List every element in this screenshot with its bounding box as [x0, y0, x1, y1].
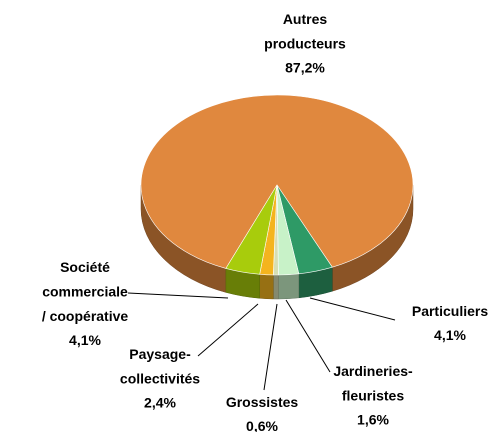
slice-side [278, 273, 300, 300]
leader-line [263, 303, 278, 391]
category-label: Paysage-collectivités [120, 346, 200, 387]
value-label: 2,4% [144, 395, 176, 411]
leader-line [127, 292, 229, 299]
data-label: Autres producteurs 87,2% [264, 11, 346, 76]
data-label: Jardineries-fleuristes 1,6% [333, 363, 413, 428]
slice [140, 94, 414, 269]
category-label: Grossistes [226, 394, 299, 410]
data-label: Particuliers 4,1% [412, 303, 488, 344]
value-label: 4,1% [69, 332, 101, 348]
data-label: Société commerciale / coopérative 4,1% [42, 259, 129, 349]
data-label: Paysage-collectivités 2,4% [120, 346, 200, 411]
slice [225, 184, 278, 275]
value-label: 0,6% [246, 418, 278, 432]
value-label: 4,1% [434, 327, 466, 343]
leader-line [197, 303, 259, 357]
data-label: Grossistes 0,6% [226, 394, 299, 432]
slice-side [273, 274, 279, 300]
pie-sides [140, 184, 414, 300]
pie-top [140, 94, 414, 276]
category-label: Particuliers [412, 303, 488, 319]
category-label: Autres producteurs [264, 11, 346, 52]
leader-line [309, 297, 396, 321]
value-label: 87,2% [285, 60, 325, 76]
leader-line [285, 299, 331, 373]
slice-side [259, 273, 274, 300]
category-label: Jardineries-fleuristes [333, 363, 413, 404]
value-label: 1,6% [357, 412, 389, 428]
category-label: Société commerciale / coopérative [42, 259, 129, 324]
leader-lines [127, 292, 396, 391]
